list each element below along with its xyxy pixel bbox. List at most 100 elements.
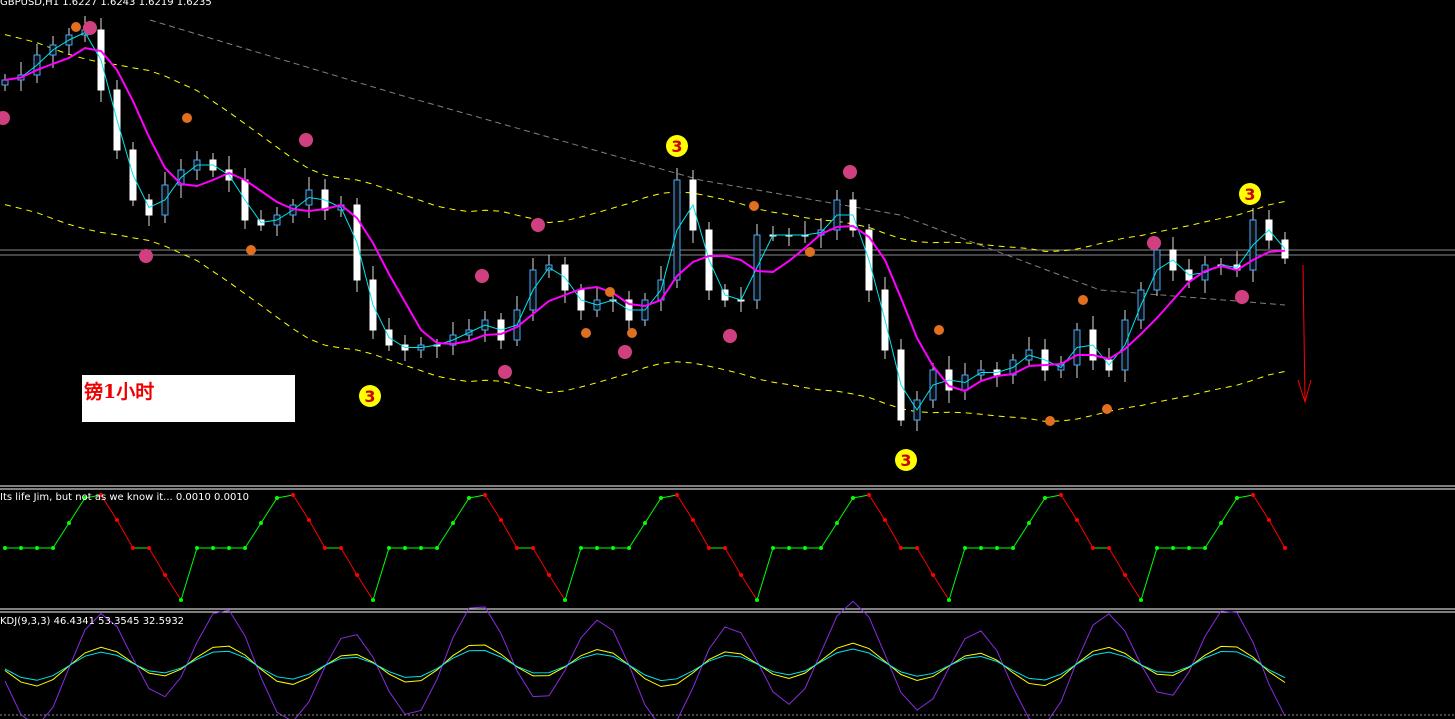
chart-text-label[interactable]: 镑1小时 — [82, 375, 295, 422]
indicator-line — [1140, 547, 1158, 601]
signal-marker-icon — [299, 133, 313, 147]
indicator-dot — [547, 573, 551, 577]
indicator-dot — [307, 518, 311, 522]
signal-marker-icon — [531, 218, 545, 232]
indicator-dot — [1251, 493, 1255, 497]
indicator-dot — [259, 521, 263, 525]
indicator-dot — [755, 598, 759, 602]
indicator-dot — [19, 546, 23, 550]
indicator-dot — [627, 546, 631, 550]
signal-marker-icon — [498, 365, 512, 379]
signal-dot-icon — [934, 325, 944, 335]
indicator-dot — [1107, 546, 1111, 550]
signal-dot-icon — [246, 245, 256, 255]
signal-marker-icon — [843, 165, 857, 179]
indicator-line — [1204, 522, 1222, 549]
indicator-line — [1220, 497, 1238, 524]
indicator-line — [260, 497, 278, 524]
indicator-dot — [275, 496, 279, 500]
indicator-dot — [387, 546, 391, 550]
indicator-dot — [787, 546, 791, 550]
indicator-dot — [963, 546, 967, 550]
signal-marker-icon — [1235, 290, 1249, 304]
slow-ma — [4, 46, 1286, 393]
indicator-line — [468, 494, 486, 499]
indicator-dot — [883, 518, 887, 522]
indicator-line — [452, 497, 470, 524]
indicator-dot — [1075, 518, 1079, 522]
signal-dot-icon — [805, 247, 815, 257]
indicator-line — [180, 547, 198, 601]
indicator-dot — [979, 546, 983, 550]
indicator-dot — [195, 546, 199, 550]
indicator-line — [484, 494, 502, 521]
indicator-line — [660, 494, 678, 499]
indicator-dot — [243, 546, 247, 550]
signal-dot-icon — [1102, 404, 1112, 414]
signal-marker-icon — [0, 111, 10, 125]
indicator-dot — [131, 546, 135, 550]
wave-label: 3 — [900, 451, 911, 470]
indicator-dot — [83, 496, 87, 500]
main-panel-title: GBPUSD,H1 1.6227 1.6243 1.6219 1.6235 — [0, 0, 212, 8]
indicator-line — [1252, 494, 1270, 521]
indicator-dot — [291, 493, 295, 497]
indicator-dot — [995, 546, 999, 550]
indicator-line — [164, 574, 182, 601]
indicator-line — [740, 574, 758, 601]
indicator-dot — [163, 573, 167, 577]
indicator-dot — [611, 546, 615, 550]
indicator-line — [756, 547, 774, 601]
indicator-dot — [323, 546, 327, 550]
indicator-dot — [419, 546, 423, 550]
indicator-dot — [211, 546, 215, 550]
indicator-line — [820, 522, 838, 549]
indicator-dot — [707, 546, 711, 550]
indicator-line — [644, 497, 662, 524]
indicator-dot — [1267, 518, 1271, 522]
indicator-dot — [803, 546, 807, 550]
indicator-line — [868, 494, 886, 521]
indicator-line — [932, 574, 950, 601]
signal-marker-icon — [1147, 236, 1161, 250]
indicator-line — [1012, 522, 1030, 549]
indicator-line — [676, 494, 694, 521]
indicator-line — [916, 547, 934, 576]
indicator-dot — [371, 598, 375, 602]
indicator-dot — [35, 546, 39, 550]
indicator-line — [436, 522, 454, 549]
indicator-dot — [67, 521, 71, 525]
indicator-dot — [643, 521, 647, 525]
indicator-dot — [339, 546, 343, 550]
indicator-dot — [435, 546, 439, 550]
indicator-line — [276, 494, 294, 499]
indicator-line — [836, 497, 854, 524]
indicator-line — [724, 547, 742, 576]
indicator-line — [1124, 574, 1142, 601]
indicator-dot — [515, 546, 519, 550]
indicator-dot — [1139, 598, 1143, 602]
signal-marker-icon — [618, 345, 632, 359]
down-arrow-icon — [1302, 264, 1306, 401]
wave-label: 3 — [364, 387, 375, 406]
indicator-line — [628, 522, 646, 549]
down-arrow-head — [1297, 379, 1312, 404]
indicator-dot — [1043, 496, 1047, 500]
indicator-dot — [819, 546, 823, 550]
signal-dot-icon — [627, 328, 637, 338]
signal-marker-icon — [83, 21, 97, 35]
indicator-dot — [1011, 546, 1015, 550]
signal-dot-icon — [605, 287, 615, 297]
signal-marker-icon — [139, 249, 153, 263]
indicator-dot — [227, 546, 231, 550]
indicator-line — [52, 522, 70, 549]
signal-dot-icon — [749, 201, 759, 211]
indicator-dot — [563, 598, 567, 602]
indicator-dot — [483, 493, 487, 497]
indicator-dot — [1027, 521, 1031, 525]
indicator-line — [1236, 494, 1254, 499]
note-text: 镑1小时 — [84, 381, 155, 403]
indicator-dot — [851, 496, 855, 500]
indicator-dot — [1123, 573, 1127, 577]
